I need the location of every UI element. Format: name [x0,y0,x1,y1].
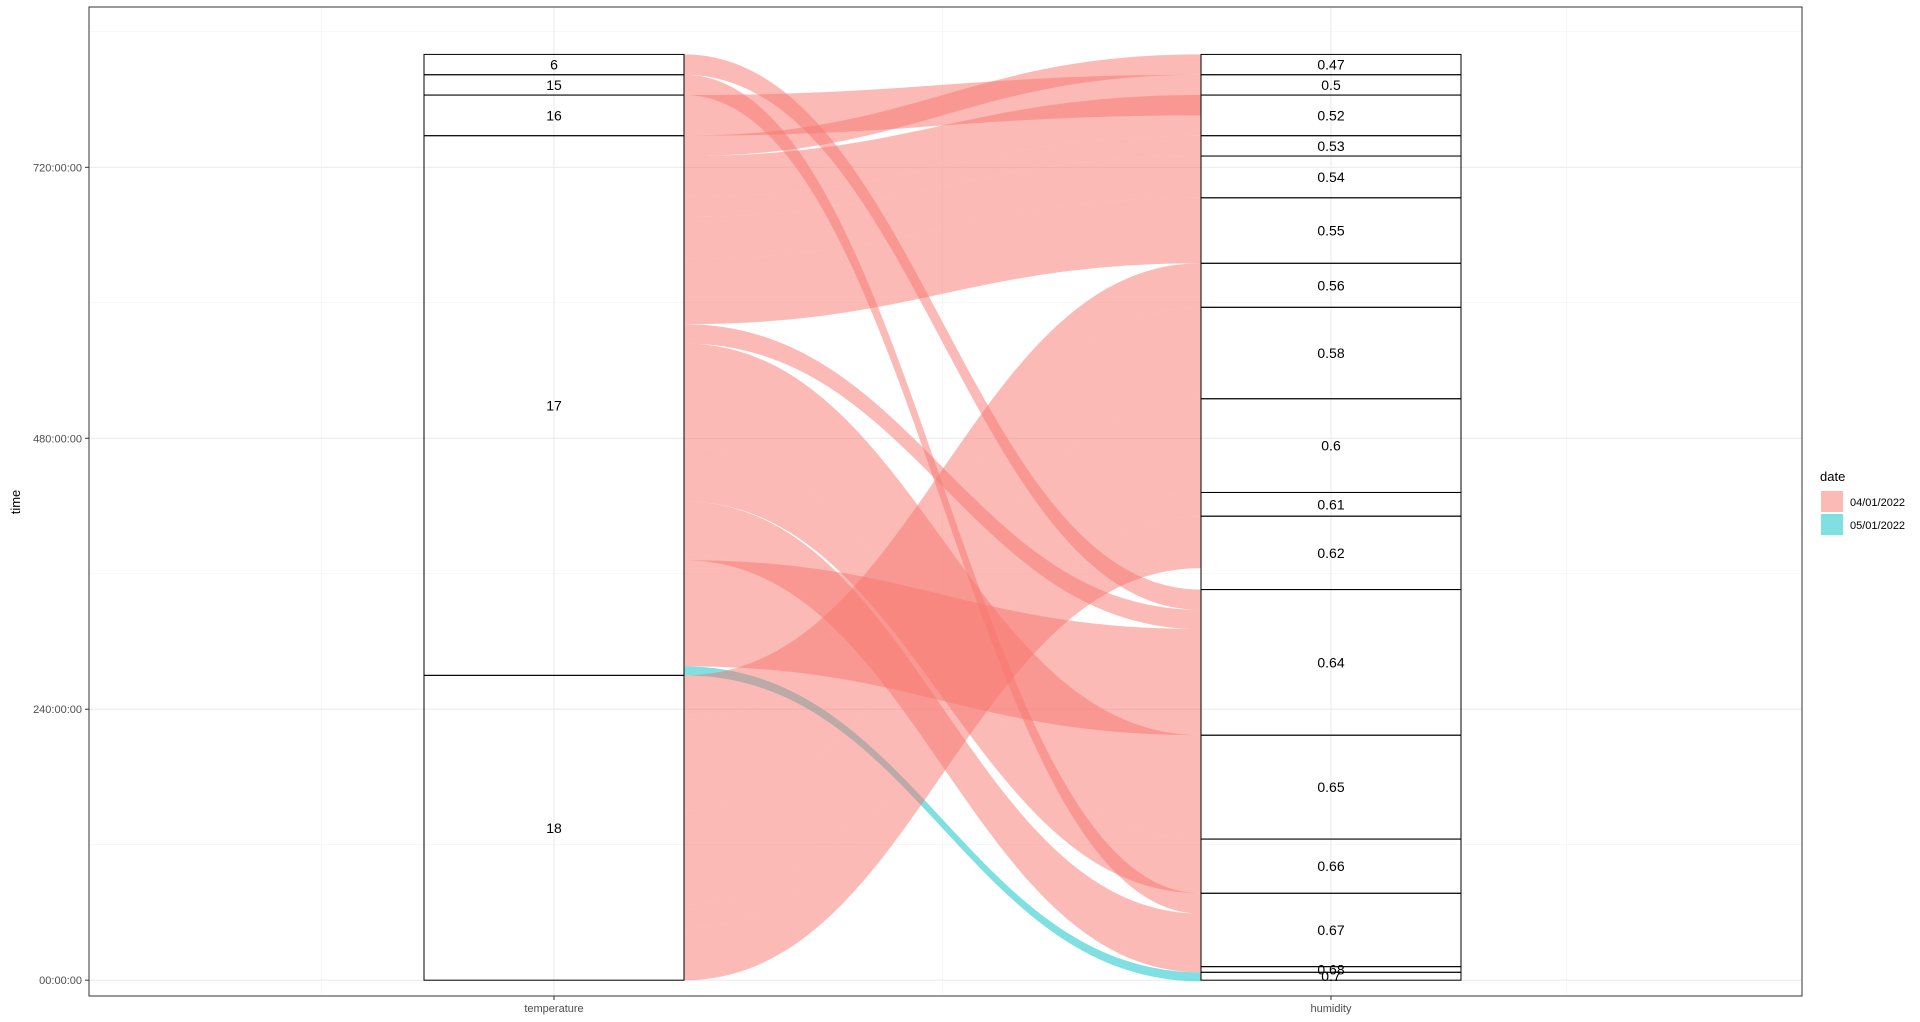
strata-layer: 6 15 16 17 18 0.47 0.5 0.52 0.53 0.54 0.55 0.56 0.58… [423,53,1462,984]
flow-17-to-0.54 [684,156,1201,259]
y-tick-label: 720:00:00 [33,162,82,174]
panel-border [88,6,1803,997]
stratum-label-humidity-0.54: 0.54 [1317,169,1344,185]
x-tick-label-temperature: temperature [524,1003,583,1015]
stratum-label-humidity-0.55: 0.55 [1317,223,1344,239]
stratum-label-humidity-0.62: 0.62 [1317,545,1344,561]
stratum-label-humidity-0.7: 0.7 [1321,968,1341,984]
flow-17-to-0.55 [684,197,1201,325]
stratum-label-temperature-6: 6 [550,57,558,73]
legend-label: 04/01/2022 [1850,497,1905,509]
stratum-label-humidity-0.67: 0.67 [1317,922,1344,938]
x-tick-label-humidity: humidity [1311,1003,1352,1015]
stratum-label-humidity-0.5: 0.5 [1321,77,1341,93]
legend-title: date [1820,469,1845,484]
stratum-label-humidity-0.56: 0.56 [1317,277,1344,293]
stratum-label-humidity-0.58: 0.58 [1317,345,1344,361]
axes-layer: 00:00:00 240:00:00 480:00:00 720:00:00 tempe… [33,162,1352,1015]
stratum-box-humidity-0.7 [1200,971,1462,981]
flows-layer [684,54,1201,982]
stratum-label-humidity-0.68: 0.68 [1317,961,1344,977]
stratum-label-humidity-0.65: 0.65 [1317,779,1344,795]
legend-label: 05/01/2022 [1850,520,1905,532]
y-tick-label: 240:00:00 [33,704,82,716]
stratum-label-temperature-15: 15 [546,77,562,93]
y-tick-label: 480:00:00 [33,433,82,445]
flow-17-to-0.53 [684,135,1201,217]
stratum-label-humidity-0.64: 0.64 [1317,654,1344,670]
flow-17-to-0.52 [684,95,1201,197]
y-tick-label: 00:00:00 [39,975,82,987]
stratum-label-temperature-18: 18 [546,820,562,836]
flow-18-to-0.6 [684,398,1201,905]
stratum-label-humidity-0.6: 0.6 [1321,438,1341,454]
legend-key-04/01/2022 [1821,491,1843,512]
flow-6-to-0.64 [684,54,1201,610]
stratum-label-humidity-0.52: 0.52 [1317,107,1344,123]
stratum-label-humidity-0.47: 0.47 [1317,57,1344,73]
flow-17-to-0.47 [684,54,1201,157]
flow-18-to-0.58 [684,307,1201,811]
legend-key-05/01/2022 [1821,514,1843,535]
flow-18-to-0.62 [684,516,1201,981]
stratum-label-humidity-0.66: 0.66 [1317,858,1344,874]
flow-18-to-0.56 [684,263,1201,720]
stratum-label-temperature-16: 16 [546,107,562,123]
stratum-label-humidity-0.53: 0.53 [1317,138,1344,154]
flow-18-to-0.61 [684,492,1201,929]
flow-17-to-0.7 [684,666,1201,982]
legend: date 04/01/2022 05/01/2022 [1820,469,1905,535]
stratum-label-humidity-0.61: 0.61 [1317,496,1344,512]
stratum-label-temperature-17: 17 [546,398,562,414]
stratum-box-temperature-18 [423,674,685,981]
y-axis-title: time [8,490,23,515]
